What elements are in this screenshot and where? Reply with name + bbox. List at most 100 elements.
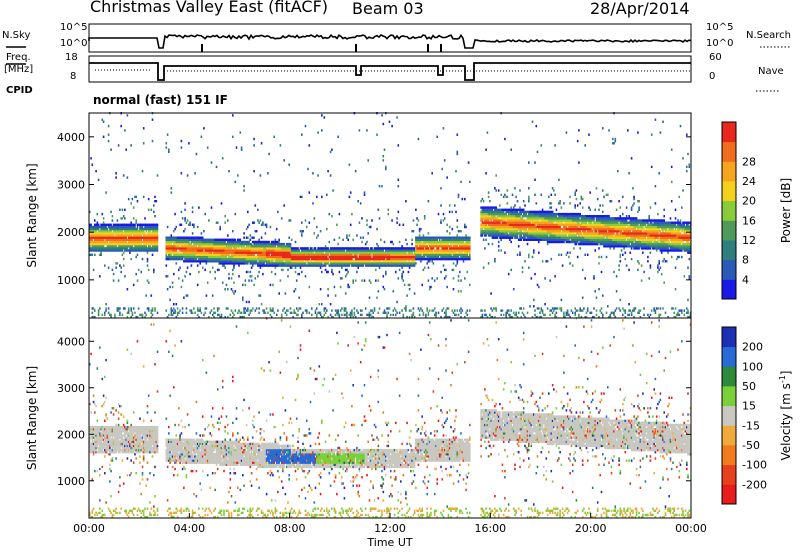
data-cell: [273, 264, 275, 267]
data-cell: [273, 240, 275, 244]
data-cell: [292, 251, 294, 254]
data-cell: [510, 240, 512, 244]
data-cell: [485, 234, 487, 237]
data-cell: [283, 159, 285, 162]
data-cell: [134, 230, 136, 233]
data-cell: [416, 255, 418, 259]
data-cell: [426, 307, 428, 310]
data-cell: [332, 262, 334, 265]
data-cell: [282, 260, 284, 263]
data-cell: [450, 240, 452, 244]
data-cell: [348, 195, 351, 199]
data-cell: [245, 260, 248, 263]
data-cell: [507, 272, 510, 276]
data-cell: [511, 232, 514, 235]
data-cell: [398, 249, 401, 252]
data-cell: [440, 257, 442, 261]
data-cell: [328, 249, 331, 252]
data-cell: [420, 242, 422, 246]
data-cell: [154, 236, 156, 239]
data-cell: [238, 249, 240, 252]
data-cell: [528, 225, 530, 229]
data-cell: [259, 245, 262, 248]
data-cell: [191, 311, 194, 314]
data-cell: [219, 238, 221, 241]
data-cell: [535, 219, 538, 222]
data-cell: [106, 223, 109, 226]
data-cell: [316, 253, 318, 256]
data-cell: [456, 234, 459, 237]
data-cell: [329, 253, 332, 256]
data-cell: [505, 221, 507, 224]
data-cell: [351, 262, 353, 265]
data-cell: [349, 262, 352, 265]
data-cell: [190, 309, 193, 312]
data-cell: [452, 255, 455, 259]
data-cell: [135, 247, 137, 250]
data-cell: [391, 253, 393, 256]
data-cell: [500, 217, 502, 220]
data-cell: [510, 223, 512, 226]
data-cell: [522, 200, 525, 203]
data-cell: [204, 245, 206, 248]
data-cell: [258, 311, 260, 314]
data-cell: [466, 313, 469, 317]
data-cell: [316, 313, 318, 317]
data-cell: [132, 249, 135, 252]
data-cell: [368, 253, 371, 256]
data-cell: [224, 247, 226, 250]
data-cell: [170, 313, 173, 317]
data-cell: [318, 264, 321, 267]
data-cell: [225, 249, 228, 252]
data-cell: [461, 247, 464, 250]
data-cell: [175, 315, 178, 319]
data-cell: [499, 223, 501, 226]
data-cell: [239, 245, 242, 248]
data-cell: [199, 249, 201, 252]
data-cell: [306, 260, 308, 263]
data-cell: [531, 215, 534, 218]
data-cell: [353, 249, 356, 252]
data-cell: [333, 255, 336, 259]
data-cell: [512, 223, 515, 226]
data-cell: [186, 294, 189, 297]
data-cell: [268, 264, 270, 267]
data-cell: [366, 247, 368, 250]
data-cell: [530, 234, 533, 237]
data-cell: [367, 255, 369, 259]
data-cell: [480, 219, 482, 222]
data-cell: [136, 242, 139, 246]
data-cell: [529, 232, 531, 235]
data-cell: [402, 270, 405, 274]
data-cell: [208, 247, 210, 250]
data-cell: [338, 236, 341, 239]
data-cell: [238, 245, 240, 248]
data-cell: [147, 307, 150, 310]
data-cell: [144, 247, 146, 250]
data-cell: [263, 309, 265, 312]
data-cell: [333, 285, 336, 289]
data-cell: [132, 232, 135, 235]
data-cell: [136, 223, 139, 226]
data-cell: [459, 230, 461, 233]
data-cell: [538, 232, 540, 235]
data-cell: [529, 221, 531, 224]
data-cell: [353, 311, 356, 314]
data-cell: [205, 257, 208, 261]
data-cell: [304, 253, 307, 256]
data-cell: [422, 238, 425, 241]
data-cell: [411, 257, 413, 261]
data-cell: [134, 195, 136, 199]
data-cell: [504, 212, 506, 216]
data-cell: [297, 264, 299, 267]
data-cell: [356, 309, 358, 312]
data-cell: [92, 249, 95, 252]
data-cell: [393, 249, 396, 252]
data-cell: [253, 170, 255, 173]
data-cell: [401, 264, 403, 267]
data-cell: [367, 249, 369, 252]
data-cell: [102, 236, 105, 239]
data-cell: [428, 309, 431, 312]
data-cell: [101, 247, 104, 250]
data-cell: [107, 232, 110, 235]
